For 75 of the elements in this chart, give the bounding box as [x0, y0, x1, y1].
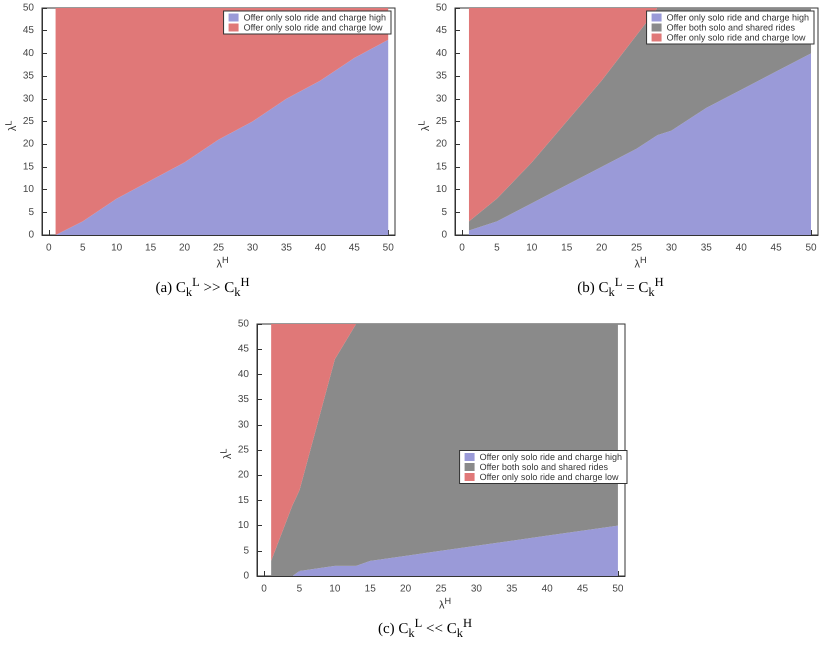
y-tick-label: 20 — [436, 138, 448, 150]
y-tick-label: 25 — [22, 116, 34, 127]
x-tick-label: 50 — [382, 242, 394, 254]
x-tick-label: 45 — [348, 242, 360, 254]
x-tick-label: 0 — [46, 242, 52, 254]
y-tick-label: 35 — [238, 394, 250, 406]
y-tick-label: 0 — [243, 570, 250, 582]
y-tick-label: 30 — [436, 93, 448, 104]
legend-label: Offer only solo ride and charge low — [666, 32, 806, 42]
x-tick-label: 30 — [666, 242, 678, 254]
y-tick-label: 45 — [436, 25, 448, 36]
x-tick-label: 35 — [280, 242, 292, 254]
legend-label: Offer both solo and shared rides — [666, 22, 796, 32]
legend-label: Offer only solo ride and charge high — [244, 12, 386, 22]
x-tick-label: 25 — [630, 242, 642, 254]
y-tick-label: 15 — [436, 161, 448, 172]
legend-label: Offer only solo ride and charge low — [244, 22, 383, 32]
y-tick-label: 45 — [238, 344, 250, 355]
y-tick-label: 20 — [22, 138, 34, 150]
y-tick-label: 5 — [441, 206, 448, 218]
y-tick-label: 50 — [238, 318, 250, 330]
y-tick-label: 35 — [436, 70, 448, 82]
y-tick-label: 25 — [238, 444, 250, 456]
x-axis-title: λ$^{H}$ — [438, 596, 452, 612]
y-tick-label: 0 — [28, 230, 34, 240]
x-tick-label: 20 — [400, 584, 412, 594]
y-tick-label: 30 — [22, 93, 34, 104]
x-tick-label: 30 — [470, 584, 482, 594]
y-tick-label: 5 — [243, 545, 250, 556]
x-tick-label: 5 — [80, 242, 86, 254]
y-tick-label: 50 — [436, 2, 448, 14]
x-tick-label: 35 — [700, 242, 712, 254]
y-tick-label: 20 — [238, 470, 250, 481]
x-tick-label: 40 — [736, 242, 748, 254]
y-tick-label: 40 — [22, 48, 34, 59]
y-tick-label: 35 — [22, 70, 34, 82]
y-tick-label: 30 — [238, 419, 250, 430]
x-tick-label: 5 — [296, 584, 303, 594]
y-tick-label: 15 — [238, 494, 250, 506]
x-tick-label: 50 — [612, 584, 624, 594]
legend-label: Offer only solo ride and charge high — [480, 452, 622, 462]
y-tick-label: 0 — [441, 230, 448, 240]
x-tick-label: 10 — [526, 242, 538, 254]
y-tick-label: 40 — [436, 48, 448, 59]
x-tick-label: 15 — [364, 584, 376, 594]
x-tick-label: 15 — [145, 242, 157, 254]
x-tick-label: 10 — [329, 584, 341, 594]
x-tick-label: 20 — [178, 242, 191, 254]
x-tick-label: 15 — [561, 242, 573, 254]
legend-label: Offer only solo ride and charge low — [480, 472, 619, 482]
y-tick-label: 10 — [436, 184, 448, 196]
x-tick-label: 25 — [212, 242, 224, 254]
y-tick-label: 50 — [22, 2, 34, 14]
y-tick-label: 15 — [22, 161, 34, 172]
y-tick-label: 40 — [238, 368, 250, 380]
x-axis-title: λ$^{H}$ — [215, 255, 230, 271]
x-tick-label: 45 — [770, 242, 782, 254]
x-tick-label: 0 — [459, 242, 466, 254]
y-tick-label: 5 — [28, 206, 34, 218]
x-tick-label: 45 — [576, 584, 589, 594]
x-tick-label: 0 — [261, 584, 268, 594]
y-tick-label: 45 — [22, 25, 34, 36]
x-axis-title: λ$^{H}$ — [633, 255, 648, 271]
x-tick-label: 35 — [506, 584, 518, 594]
x-tick-label: 20 — [596, 242, 608, 254]
x-tick-label: 10 — [111, 242, 123, 254]
x-tick-label: 40 — [542, 584, 554, 594]
x-tick-label: 50 — [805, 242, 818, 254]
legend-label: Offer only solo ride and charge high — [666, 12, 810, 22]
y-tick-label: 25 — [436, 116, 448, 127]
legend-label: Offer both solo and shared rides — [480, 462, 608, 472]
y-tick-label: 10 — [22, 184, 34, 196]
x-tick-label: 5 — [494, 242, 500, 254]
x-tick-label: 40 — [314, 242, 326, 254]
y-tick-label: 10 — [238, 520, 250, 532]
